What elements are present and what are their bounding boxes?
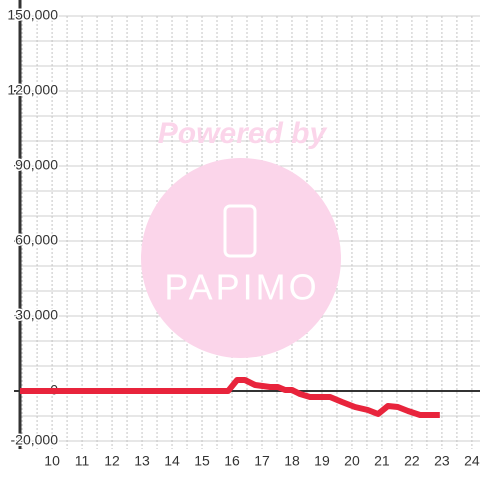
x-tick-label: 15 (194, 453, 210, 469)
x-tick-label: 19 (314, 453, 330, 469)
x-tick-label: 13 (134, 453, 150, 469)
watermark: Powered by PAPIMO (141, 117, 341, 358)
x-tick-label: 10 (44, 453, 60, 469)
x-tick-label: 21 (374, 453, 390, 469)
x-tick-label: 20 (344, 453, 360, 469)
y-tick-label: 150,000 (7, 7, 58, 23)
data-line (20, 377, 440, 418)
x-tick-label: 12 (104, 453, 120, 469)
x-tick-label: 23 (434, 453, 450, 469)
x-tick-label: 14 (164, 453, 180, 469)
y-tick-label: 120,000 (7, 82, 58, 98)
watermark-text: Powered by (158, 117, 328, 150)
y-tick-label: 30,000 (15, 307, 58, 323)
x-tick-label: 22 (404, 453, 420, 469)
y-tick-label: 60,000 (15, 232, 58, 248)
grid (20, 15, 480, 449)
y-tick-label: 90,000 (15, 157, 58, 173)
x-tick-label: 24 (464, 453, 480, 469)
watermark-icon (223, 204, 257, 258)
x-tick-label: 18 (284, 453, 300, 469)
watermark-logo: PAPIMO (164, 267, 319, 308)
y-tick-label: -20,000 (11, 432, 59, 448)
watermark-circle (141, 158, 341, 358)
x-tick-label: 16 (224, 453, 240, 469)
x-tick-label: 11 (75, 453, 90, 469)
x-tick-label: 17 (254, 453, 270, 469)
